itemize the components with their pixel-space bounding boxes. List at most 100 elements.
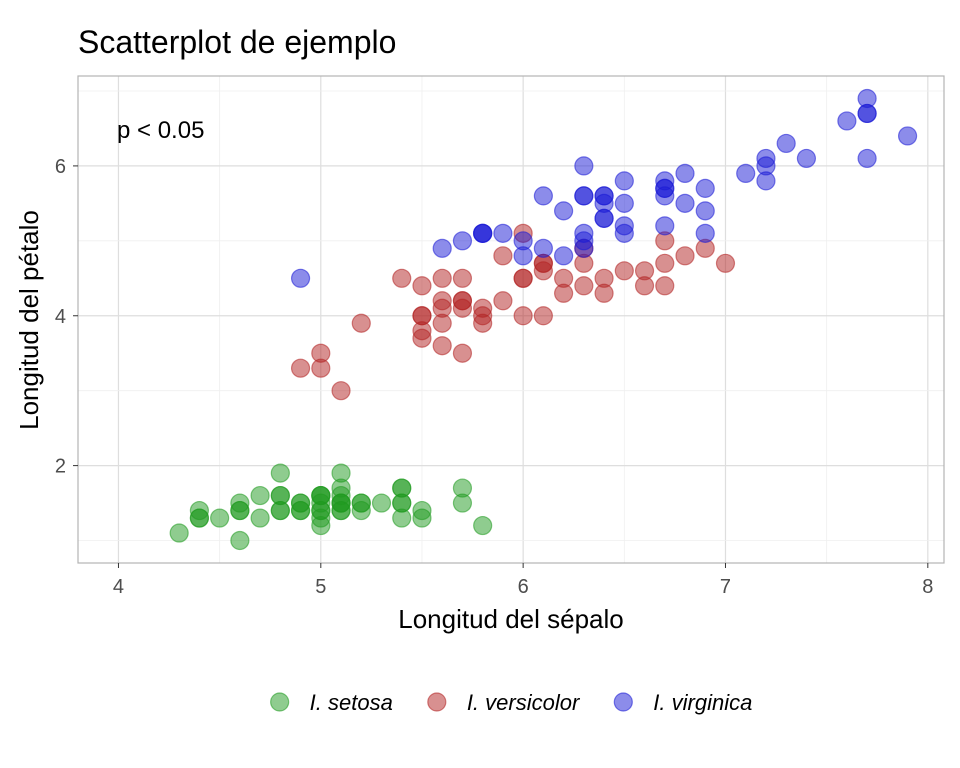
- point-series-2: [655, 276, 675, 296]
- point-series-3: [574, 186, 594, 206]
- point-series-3: [655, 216, 675, 236]
- y-axis-title: Longitud del pétalo: [14, 210, 44, 430]
- x-tick-label: 6: [518, 576, 529, 598]
- point-series-3: [533, 186, 553, 206]
- x-tick-label: 8: [922, 576, 933, 598]
- point-series-2: [311, 358, 331, 378]
- chart-title: Scatterplot de ejemplo: [78, 24, 396, 60]
- point-series-1: [270, 463, 290, 483]
- point-series-3: [554, 201, 574, 221]
- point-series-2: [594, 283, 614, 303]
- point-series-1: [392, 493, 412, 513]
- point-series-1: [351, 493, 371, 513]
- point-series-2: [432, 291, 452, 311]
- y-tick-label: 4: [55, 306, 66, 328]
- point-series-2: [452, 298, 473, 318]
- point-series-1: [169, 523, 189, 543]
- point-series-1: [230, 530, 250, 551]
- point-series-3: [675, 193, 695, 213]
- plot-panel-border: [77, 75, 945, 564]
- point-series-3: [695, 178, 715, 198]
- point-series-3: [290, 268, 311, 288]
- x-tick-label: 4: [113, 576, 124, 598]
- point-series-1: [270, 500, 290, 521]
- point-series-2: [614, 261, 634, 281]
- point-series-2: [432, 336, 452, 356]
- point-series-1: [412, 508, 432, 528]
- point-series-3: [513, 246, 533, 266]
- legend-label-1: I. setosa: [310, 690, 393, 715]
- point-series-3: [655, 178, 675, 198]
- point-series-2: [554, 283, 574, 303]
- point-series-1: [189, 508, 210, 528]
- y-tick-label: 2: [55, 456, 66, 478]
- point-series-3: [837, 111, 857, 131]
- point-series-1: [311, 500, 331, 521]
- x-tick-label: 5: [315, 576, 326, 598]
- point-series-3: [857, 148, 877, 169]
- point-series-2: [533, 306, 553, 326]
- point-series-3: [736, 163, 756, 183]
- data-points: [169, 88, 918, 551]
- point-series-3: [533, 238, 553, 258]
- point-series-1: [230, 500, 250, 521]
- point-series-2: [290, 358, 311, 378]
- point-series-3: [695, 201, 715, 221]
- point-series-2: [655, 253, 675, 273]
- point-series-3: [614, 216, 634, 236]
- point-series-2: [493, 246, 513, 266]
- y-tick-label: 6: [55, 156, 66, 178]
- point-series-3: [796, 148, 817, 169]
- point-series-2: [493, 291, 513, 311]
- point-series-2: [392, 268, 412, 288]
- x-axis-title: Longitud del sépalo: [398, 604, 624, 634]
- point-series-3: [675, 163, 695, 183]
- point-series-3: [776, 133, 796, 154]
- point-series-2: [675, 246, 695, 266]
- point-series-3: [493, 223, 513, 243]
- point-series-1: [290, 500, 311, 521]
- point-series-1: [210, 508, 230, 528]
- y-axis-ticks: 2 4 6: [55, 156, 78, 478]
- point-series-3: [473, 223, 493, 243]
- point-series-3: [452, 231, 473, 251]
- point-series-2: [432, 268, 452, 288]
- point-series-1: [250, 485, 270, 506]
- point-series-3: [857, 103, 877, 124]
- x-axis-ticks: 4 5 6 7 8: [113, 563, 933, 598]
- point-series-3: [554, 246, 574, 266]
- x-tick-label: 7: [720, 576, 731, 598]
- point-series-2: [473, 306, 493, 326]
- point-series-2: [331, 381, 351, 401]
- point-series-2: [574, 276, 594, 296]
- point-series-2: [452, 343, 473, 363]
- point-series-2: [513, 268, 533, 288]
- point-series-1: [452, 478, 473, 498]
- grid-lines: [78, 76, 944, 563]
- point-series-2: [412, 306, 432, 326]
- point-series-1: [331, 463, 351, 483]
- point-series-2: [513, 306, 533, 326]
- legend-key-1: [270, 692, 290, 712]
- point-series-2: [634, 276, 655, 296]
- legend-key-3: [613, 692, 633, 712]
- legend: I. setosa I. versicolor I. virginica: [270, 690, 752, 715]
- point-series-3: [695, 223, 715, 243]
- point-series-2: [533, 261, 553, 281]
- point-series-2: [412, 328, 432, 348]
- point-series-3: [756, 171, 776, 191]
- point-series-3: [574, 156, 594, 176]
- point-series-3: [614, 171, 634, 191]
- point-series-1: [331, 485, 351, 506]
- point-series-1: [473, 515, 493, 536]
- legend-label-3: I. virginica: [653, 690, 752, 715]
- p-value-annotation: p < 0.05: [117, 117, 204, 144]
- point-series-3: [574, 231, 594, 251]
- point-series-1: [250, 508, 270, 528]
- legend-key-2: [427, 692, 447, 712]
- point-series-3: [594, 193, 614, 213]
- point-series-2: [412, 276, 432, 296]
- point-series-3: [432, 238, 452, 258]
- point-series-2: [351, 313, 371, 333]
